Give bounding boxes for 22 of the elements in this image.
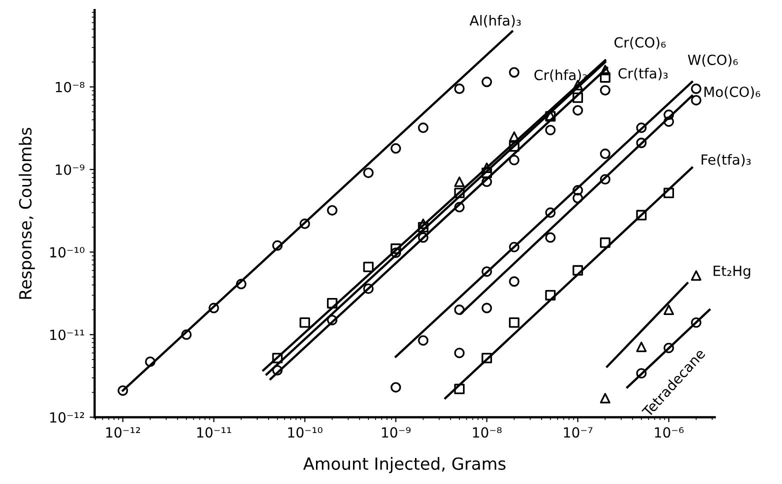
series-label: Cr(CO)₆ [614, 36, 666, 50]
x-axis-title: Amount Injected, Grams [303, 457, 506, 474]
series-label: Al(hfa)₃ [470, 14, 521, 28]
x-tick-label: 10⁻⁷ [564, 427, 592, 438]
y-tick-label: 10⁻⁸ [56, 82, 84, 92]
y-tick-label: 10⁻¹¹ [50, 330, 84, 340]
x-tick-label: 10⁻¹¹ [197, 427, 232, 438]
y-tick-label: 10⁻¹⁰ [50, 247, 84, 258]
x-tick-label: 10⁻¹⁰ [288, 427, 322, 438]
series-label: Cr(tfa)₃ [618, 68, 668, 80]
series-label: W(CO)₆ [688, 54, 738, 67]
x-tick-label: 10⁻⁹ [382, 427, 411, 438]
y-tick-label: 10⁻¹² [50, 412, 84, 423]
series-label: Cr(hfa)₃ [534, 69, 587, 82]
series-label: Mo(CO)₆ [704, 86, 760, 99]
y-axis-title: Response, Coulombs [18, 128, 35, 299]
series-label: Et₂Hg [714, 266, 750, 279]
x-tick-label: 10⁻⁸ [473, 427, 502, 438]
x-tick-label: 10⁻¹² [106, 427, 140, 438]
y-tick-label: 10⁻⁹ [56, 164, 84, 175]
x-tick-label: 10⁻⁶ [655, 427, 684, 438]
series-label: Fe(tfa)₃ [702, 154, 751, 166]
